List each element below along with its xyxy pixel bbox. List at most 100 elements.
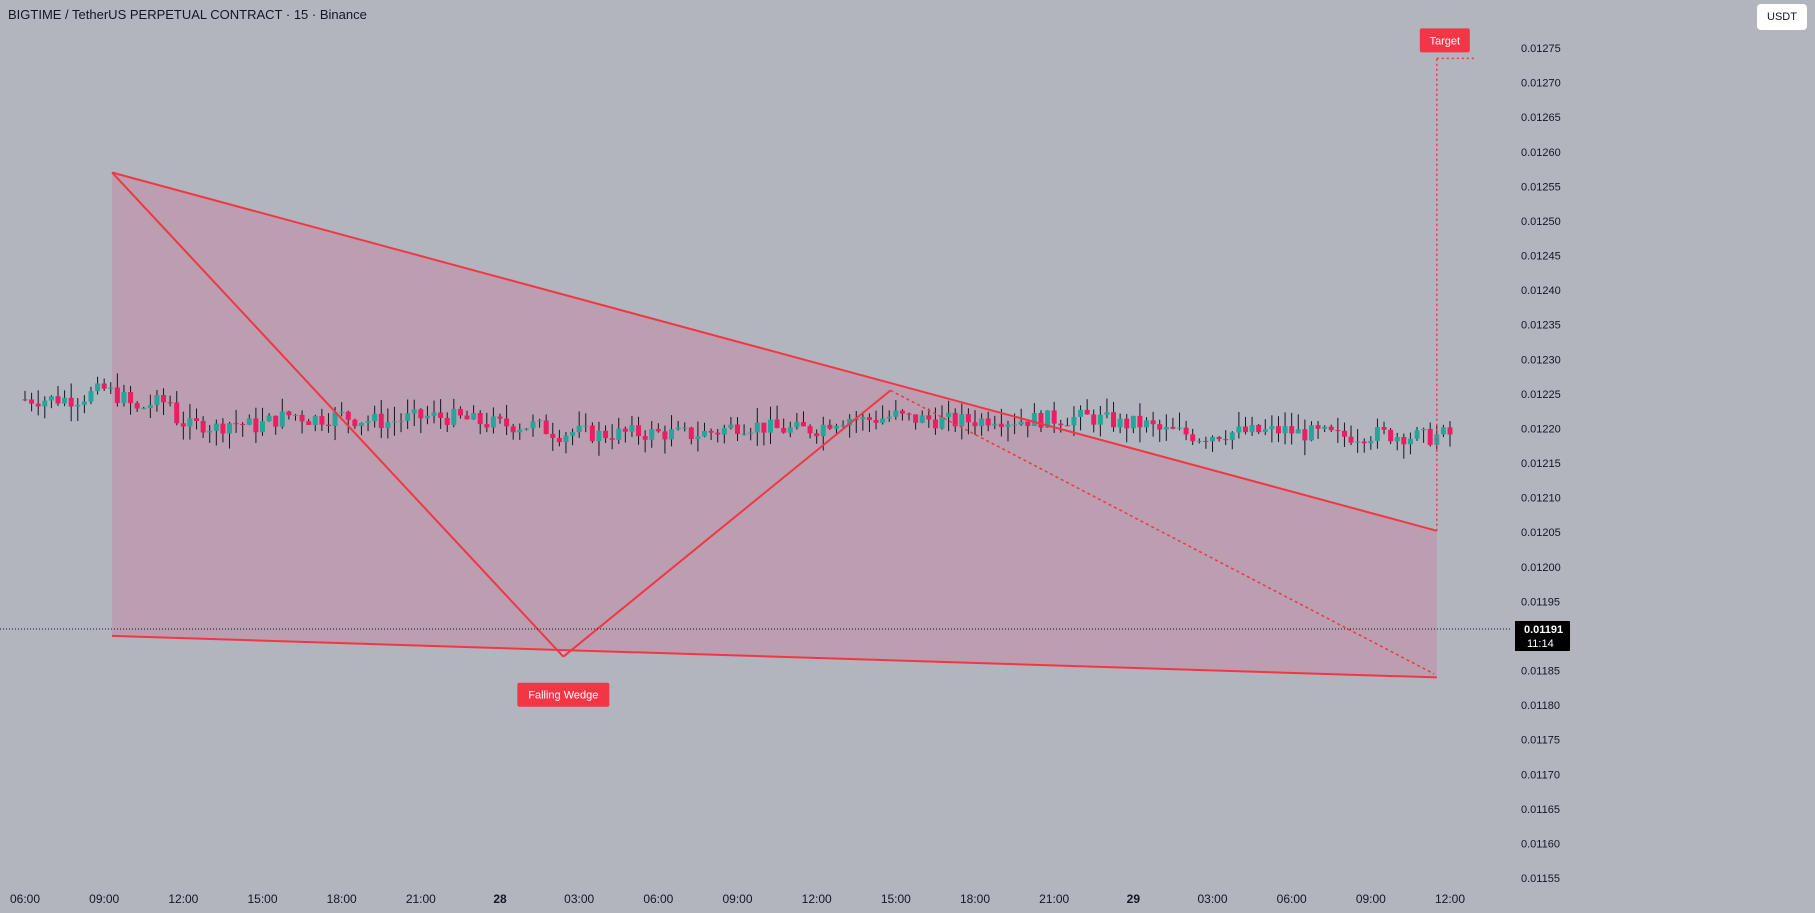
x-tick-label: 06:00 [643, 892, 673, 906]
candle-down [807, 426, 813, 434]
candle-up [88, 391, 94, 402]
candle-up [279, 411, 285, 427]
candle-up [537, 420, 543, 422]
candle-down [273, 415, 279, 427]
candle-down [68, 397, 74, 407]
candle-up [1368, 440, 1374, 444]
candle-up [767, 419, 773, 433]
candle-up [95, 383, 101, 392]
candle-up [141, 408, 147, 410]
candle-down [444, 417, 450, 425]
candle-down [1361, 441, 1367, 444]
candle-up [260, 421, 265, 433]
x-tick-label: 18:00 [327, 892, 357, 906]
x-tick-label: 09:00 [89, 892, 119, 906]
candle-down [688, 427, 694, 440]
x-tick-label: 29 [1127, 892, 1141, 906]
candle-up [471, 413, 477, 420]
candle-down [998, 423, 1004, 427]
candle-up [1210, 436, 1215, 442]
candle-up [490, 416, 496, 428]
candle-down [438, 412, 444, 418]
candle-up [992, 423, 998, 426]
candle-up [1421, 428, 1427, 431]
candle-down [1025, 421, 1031, 426]
candle-down [662, 431, 668, 440]
candle-up [1262, 429, 1268, 433]
candle-up [833, 425, 839, 429]
y-tick-label: 0.01170 [1521, 769, 1560, 781]
candle-down [1341, 430, 1347, 437]
y-tick-label: 0.01195 [1521, 596, 1560, 608]
candle-up [1407, 438, 1413, 445]
candle-up [563, 435, 569, 443]
candle-down [1388, 429, 1394, 442]
candle-down [1124, 418, 1130, 429]
candle-down [1315, 425, 1321, 429]
candle-down [827, 424, 833, 429]
y-tick-label: 0.01240 [1521, 285, 1561, 297]
candle-up [266, 415, 272, 422]
falling-wedge-label-bg [517, 682, 610, 707]
candle-up [570, 432, 576, 436]
candle-down [114, 387, 120, 403]
y-tick-label: 0.01225 [1521, 389, 1561, 401]
candle-up [1012, 424, 1018, 426]
candle-down [167, 402, 173, 404]
falling-wedge-label-text: Falling Wedge [528, 690, 598, 702]
candle-down [913, 414, 919, 423]
candle-up [1440, 427, 1446, 435]
candle-down [484, 424, 490, 428]
candle-down [161, 394, 167, 403]
candle-up [365, 421, 371, 423]
y-tick-label: 0.01220 [1521, 423, 1561, 435]
candle-down [1203, 440, 1209, 442]
candle-down [761, 422, 767, 433]
candle-down [319, 416, 325, 425]
candle-up [893, 410, 899, 417]
candle-up [385, 422, 391, 429]
currency-selector[interactable]: USDT [1757, 4, 1807, 30]
y-tick-label: 0.01245 [1521, 251, 1561, 263]
candle-down [589, 425, 595, 442]
candle-up [721, 428, 727, 435]
candle-up [1414, 430, 1420, 439]
candle-down [1242, 426, 1248, 433]
candle-up [616, 428, 622, 440]
candle-up [596, 430, 602, 442]
x-tick-label: 09:00 [722, 892, 752, 906]
candle-down [306, 421, 312, 426]
x-tick-label: 12:00 [802, 892, 832, 906]
candle-up [1104, 412, 1110, 415]
candle-up [424, 415, 430, 419]
y-tick-label: 0.01180 [1521, 700, 1560, 712]
candle-down [1058, 423, 1064, 426]
wedge-upper-line [111, 171, 1438, 532]
candle-down [457, 408, 463, 416]
candle-up [1130, 415, 1136, 429]
candle-up [728, 424, 734, 429]
candle-down [873, 419, 879, 423]
candle-up [227, 423, 233, 434]
candle-up [42, 400, 48, 407]
candle-up [530, 421, 536, 429]
y-tick-label: 0.01230 [1521, 354, 1561, 366]
candle-down [708, 430, 714, 433]
candle-down [735, 424, 740, 434]
x-tick-label: 21:00 [1039, 892, 1069, 906]
candle-up [979, 418, 985, 427]
candle-down [952, 412, 958, 427]
y-tick-label: 0.01260 [1521, 147, 1561, 159]
candle-up [81, 401, 87, 405]
candle-down [378, 413, 384, 429]
candle-down [550, 433, 556, 438]
candle-up [939, 416, 945, 429]
candle-down [1137, 415, 1143, 428]
candle-down [1381, 427, 1387, 430]
candle-up [332, 412, 338, 426]
candle-up [583, 425, 589, 427]
candle-down [220, 423, 226, 434]
candle-down [1038, 413, 1044, 428]
candle-down [1150, 420, 1156, 425]
